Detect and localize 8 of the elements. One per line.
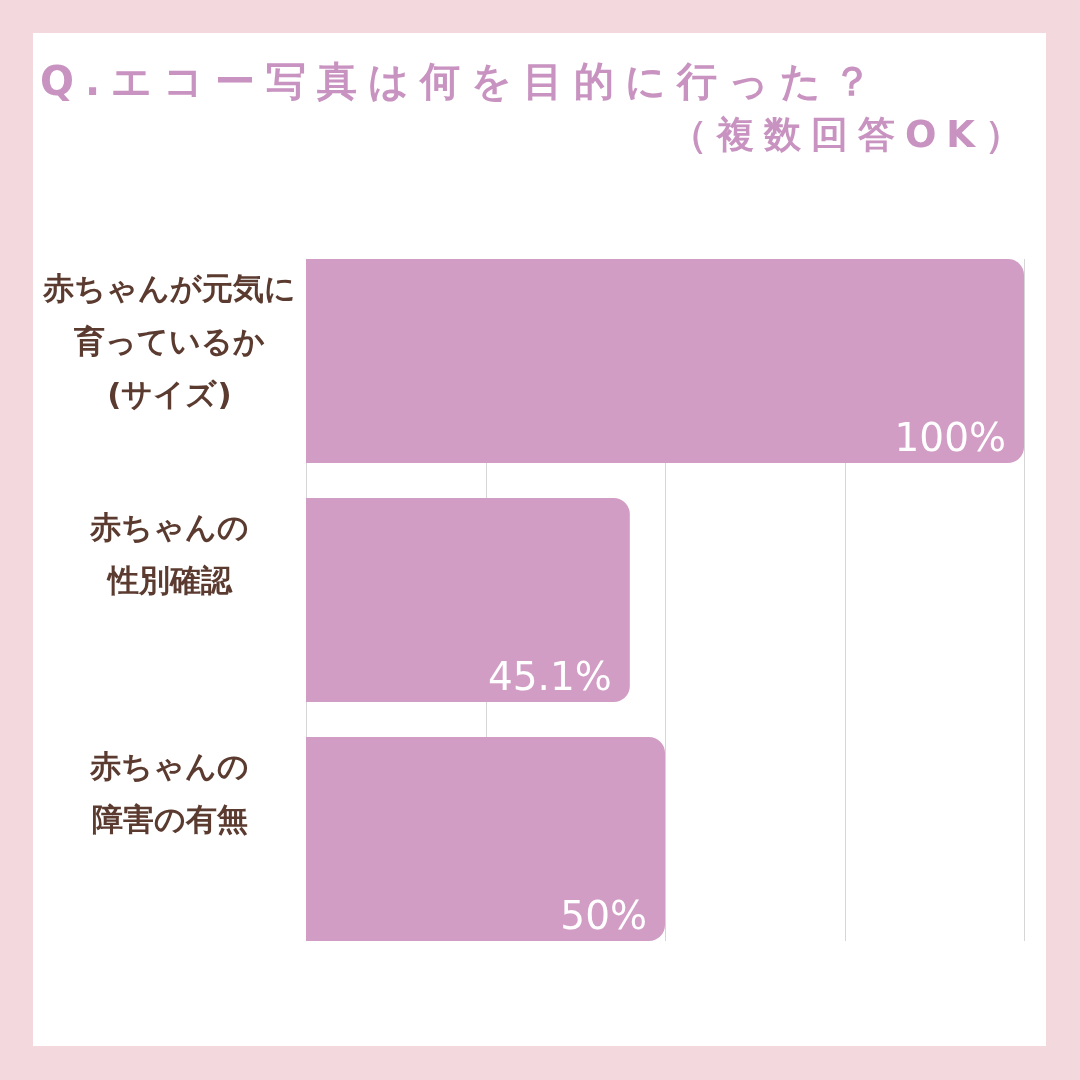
chart-title: Q.エコー写真は何を目的に行った？ [40,57,884,106]
y-tick-label: 赤ちゃんの性別確認 [89,508,250,600]
chart-subtitle: （複数回答OK） [669,112,1032,158]
data-label: 45.1% [487,654,612,700]
y-tick-label: 赤ちゃんが元気に育っているか(サイズ) [42,269,297,414]
y-tick-label: 赤ちゃんの障害の有無 [89,747,250,839]
data-label: 100% [894,415,1006,461]
data-label: 50% [560,893,647,939]
